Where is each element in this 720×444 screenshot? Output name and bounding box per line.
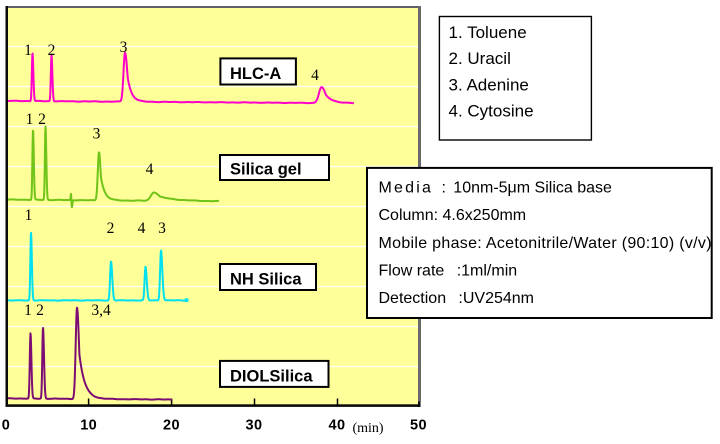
svg-text:1. Toluene: 1. Toluene	[449, 23, 527, 42]
svg-text:3: 3	[120, 39, 128, 56]
svg-text::1ml/min: :1ml/min	[457, 262, 517, 279]
svg-text:2. Uracil: 2. Uracil	[449, 49, 511, 68]
svg-text:Mobile phase: Acetonitrile/Wat: Mobile phase: Acetonitrile/Water (90:10)…	[379, 235, 712, 252]
svg-text:Media: Media	[379, 180, 434, 197]
svg-text:2: 2	[38, 111, 46, 128]
svg-text:Flow rate: Flow rate	[379, 262, 445, 279]
svg-text:4: 4	[138, 220, 146, 237]
svg-text:0: 0	[2, 418, 10, 434]
svg-text:DIOLSilica: DIOLSilica	[230, 368, 313, 386]
svg-text:3,4: 3,4	[91, 302, 111, 319]
svg-text:HLC-A: HLC-A	[230, 65, 281, 83]
svg-text:4: 4	[311, 67, 319, 84]
svg-text:(min): (min)	[352, 421, 383, 436]
svg-text::UV254nm: :UV254nm	[458, 290, 534, 307]
svg-text:30: 30	[246, 418, 263, 434]
svg-text:1: 1	[24, 42, 32, 59]
svg-text:3: 3	[93, 126, 101, 143]
svg-text:Column: 4.6x250mm: Column: 4.6x250mm	[379, 207, 527, 224]
svg-text:4. Cytosine: 4. Cytosine	[449, 102, 534, 121]
svg-text:50: 50	[410, 418, 427, 434]
svg-text:1: 1	[24, 302, 32, 319]
svg-text::: :	[442, 180, 446, 197]
svg-text:3. Adenine: 3. Adenine	[449, 75, 529, 94]
svg-text:10: 10	[80, 418, 97, 434]
svg-text:40: 40	[329, 418, 346, 434]
svg-text:2: 2	[36, 302, 44, 319]
svg-text:2: 2	[107, 220, 115, 237]
svg-text:10nm-5μm Silica base: 10nm-5μm Silica base	[453, 180, 612, 197]
svg-text:1: 1	[26, 111, 34, 128]
svg-text:Silica gel: Silica gel	[230, 160, 302, 178]
svg-text:Detection: Detection	[379, 290, 447, 307]
svg-text:2: 2	[48, 42, 56, 59]
svg-text:20: 20	[163, 418, 180, 434]
svg-text:1: 1	[25, 207, 33, 224]
svg-text:NH Silica: NH Silica	[230, 270, 302, 288]
svg-text:3: 3	[158, 220, 166, 237]
svg-text:4: 4	[146, 161, 154, 178]
